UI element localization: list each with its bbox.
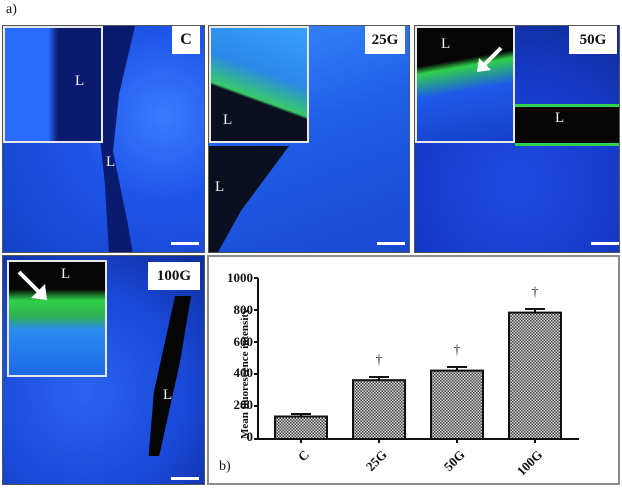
- inset-lumen-label: L: [223, 112, 233, 128]
- y-tick-label: 200: [233, 397, 254, 412]
- micrograph-control: L C L: [2, 25, 205, 253]
- bar-chart-panel: Mean fluorescence intensity 1000 800 600…: [207, 255, 620, 485]
- scale-bar: [171, 477, 199, 480]
- main-lumen-label: L: [215, 179, 225, 195]
- inset-lumen-label: L: [75, 73, 85, 89]
- inset-control: L: [3, 26, 103, 143]
- group-tag-control: C: [172, 26, 200, 54]
- scale-bar: [591, 242, 619, 245]
- significance-marker: †: [453, 343, 461, 358]
- main-lumen-label: L: [106, 154, 116, 170]
- lumen-region: [515, 104, 619, 146]
- group-tag-100g: 100G: [148, 262, 200, 290]
- inset-25g: L: [209, 26, 309, 143]
- scale-bar: [377, 242, 405, 245]
- panel-b-label: b): [219, 459, 231, 474]
- inset-100g: L: [7, 260, 107, 377]
- y-tick-label: 800: [233, 302, 254, 317]
- significance-marker: †: [531, 285, 539, 300]
- inset-lumen-label: L: [61, 266, 71, 282]
- panel-a-label: a): [6, 2, 17, 17]
- lumen-region: [209, 146, 289, 252]
- y-tick-label: 1000: [227, 270, 253, 285]
- micrograph-50g: L 50G L: [414, 25, 620, 253]
- main-lumen-label: L: [555, 110, 565, 126]
- chart-plot-area: [254, 277, 579, 443]
- scale-bar: [171, 242, 199, 245]
- lumen-region: [148, 296, 191, 456]
- group-tag-25g: 25G: [365, 26, 405, 54]
- y-tick-label: 0: [246, 429, 254, 444]
- inset-50g: L: [415, 26, 515, 143]
- arrow-icon: [17, 270, 47, 300]
- group-tag-50g: 50G: [569, 26, 617, 54]
- significance-marker: †: [375, 353, 383, 368]
- micrograph-25g: L 25G L: [208, 25, 410, 253]
- micrograph-100g: L 100G L: [2, 255, 205, 485]
- inset-lumen-label: L: [441, 36, 451, 52]
- y-tick-label: 400: [233, 365, 254, 380]
- y-tick-label: 600: [233, 334, 254, 349]
- main-lumen-label: L: [163, 387, 173, 403]
- arrow-icon: [477, 46, 503, 72]
